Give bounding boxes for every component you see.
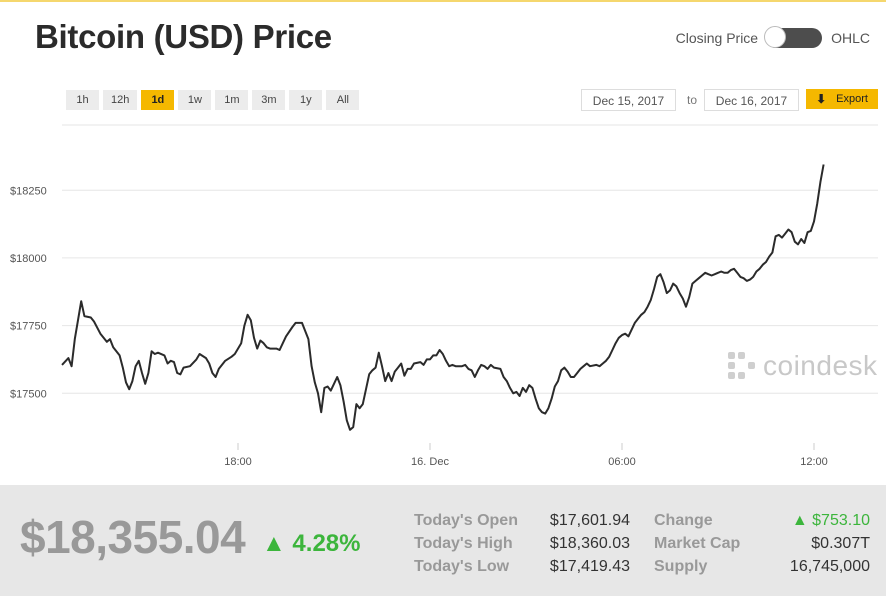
stats-left: Today's Open $17,601.94 Today's High $18,3… [414,509,630,578]
stat-row: Market Cap $0.307T [654,532,870,555]
top-accent-line [0,0,886,2]
price-summary-panel: $18,355.04 ▲ 4.28% Today's Open $17,601.9… [0,485,886,596]
download-arrow-icon: ⬇ [816,92,827,106]
price-chart: $17500 $17750 $18000 $18250 18:00 16. Dec 06:… [10,124,878,468]
x-tick-label: 06:00 [608,456,636,468]
change-percent: ▲ 4.28% [262,530,361,557]
stat-label: Today's Low [414,558,510,575]
range-button-12h[interactable]: 12h [103,90,138,110]
export-label: Export [836,93,868,105]
chart-mode-toggle[interactable] [764,26,823,48]
stat-label: Change [654,512,713,529]
stat-row: Today's Open $17,601.94 [414,509,630,532]
stat-value: $18,360.03 [549,535,630,552]
stat-row: Change ▲ $753.10 [654,509,870,532]
y-tick-label: $17500 [10,388,47,400]
range-button-1w[interactable]: 1w [178,90,212,110]
y-axis-ticks: $17500 $17750 $18000 $18250 [10,185,47,400]
toggle-knob[interactable] [764,26,787,48]
date-range-separator: to [687,93,698,107]
range-selector: 1h 12h 1d 1w 1m 3m 1y All [66,90,360,110]
range-button-1d[interactable]: 1d [141,90,175,110]
x-tick-label: 12:00 [800,456,828,468]
stat-row: Today's High $18,360.03 [414,532,630,555]
price-line [61,164,825,431]
watermark-text: coindesk [763,350,878,381]
range-button-1h[interactable]: 1h [66,90,99,110]
stat-label: Market Cap [654,535,741,552]
page-title: Bitcoin (USD) Price [35,18,332,55]
y-tick-label: $17750 [10,321,47,333]
chart-mode-toggle-group: Closing Price OHLC [675,26,870,48]
range-button-1y[interactable]: 1y [289,90,323,110]
stat-value: ▲ $753.10 [791,512,870,529]
export-button[interactable]: ⬇ Export [806,89,878,109]
stat-row: Today's Low $17,419.43 [414,555,630,578]
y-tick-label: $18250 [10,185,47,197]
x-tick-label: 18:00 [224,456,252,468]
stat-label: Today's High [414,535,513,552]
y-tick-label: $18000 [10,253,47,265]
range-button-1m[interactable]: 1m [215,90,249,110]
range-button-3m[interactable]: 3m [252,90,286,110]
stat-label: Supply [654,558,708,575]
date-from-field[interactable]: Dec 15, 2017 [581,89,676,111]
coindesk-watermark: coindesk [728,350,878,382]
coindesk-logo-icon [728,352,756,380]
stat-value: $17,419.43 [549,558,630,575]
toggle-label-ohlc[interactable]: OHLC [831,30,870,46]
chart-grid [62,124,878,394]
stat-value: 16,745,000 [789,558,870,575]
x-axis-ticks: 18:00 16. Dec 06:00 12:00 [224,443,828,468]
date-to-field[interactable]: Dec 16, 2017 [704,89,799,111]
stats-right: Change ▲ $753.10 Market Cap $0.307T Supply… [654,509,870,578]
stat-label: Today's Open [414,512,518,529]
stat-value: $17,601.94 [549,512,630,529]
range-button-all[interactable]: All [326,90,360,110]
toggle-label-closing-price[interactable]: Closing Price [675,30,759,46]
stat-value: $0.307T [811,535,870,552]
stat-row: Supply 16,745,000 [654,555,870,578]
current-price: $18,355.04 [20,511,246,563]
x-tick-label: 16. Dec [411,456,449,468]
